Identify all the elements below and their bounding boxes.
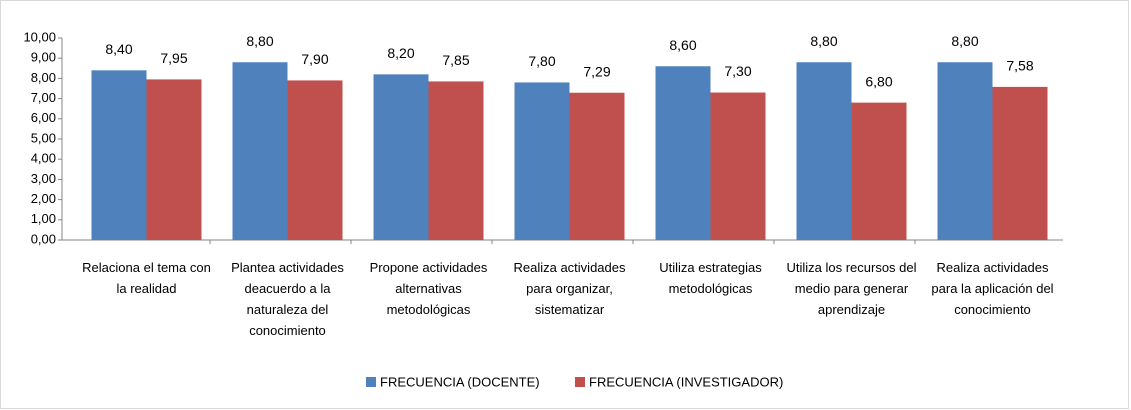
x-tick-label: Relaciona el tema con la realidad	[82, 260, 211, 296]
legend-label: FRECUENCIA (DOCENTE)	[380, 374, 540, 389]
y-tick-label: 4,00	[31, 151, 56, 166]
data-label: 7,90	[301, 51, 328, 67]
y-tick-label: 8,00	[31, 70, 56, 85]
x-tick-label: Realiza actividades para organizar, sist…	[513, 260, 626, 317]
data-label: 8,80	[246, 33, 273, 49]
x-tick-label: Utiliza los recursos del medio para gene…	[786, 260, 917, 317]
bar	[710, 92, 766, 240]
y-tick-label: 9,00	[31, 50, 56, 65]
bar	[91, 70, 147, 240]
bar	[992, 86, 1048, 240]
data-label: 8,40	[105, 41, 132, 57]
data-label: 7,95	[160, 50, 187, 66]
legend-swatch	[366, 377, 376, 387]
bar	[655, 66, 711, 240]
legend-label: FRECUENCIA (INVESTIGADOR)	[589, 374, 783, 389]
data-label: 6,80	[865, 73, 892, 89]
y-tick-label: 1,00	[31, 211, 56, 226]
data-label: 8,60	[669, 37, 696, 53]
y-tick-label: 5,00	[31, 130, 56, 145]
bar	[146, 79, 202, 240]
data-label: 8,80	[810, 33, 837, 49]
x-tick-label: Propone actividades alternativas metodol…	[369, 260, 488, 317]
y-tick-label: 3,00	[31, 171, 56, 186]
data-label: 8,80	[951, 33, 978, 49]
bar	[569, 92, 625, 240]
x-tick-label: Realiza actividades para la aplicación d…	[931, 260, 1054, 317]
y-tick-label: 0,00	[31, 231, 56, 246]
data-label: 7,58	[1006, 58, 1033, 74]
bar	[373, 74, 429, 240]
data-label: 7,85	[442, 52, 469, 68]
y-tick-label: 10,00	[23, 29, 56, 44]
bar	[937, 62, 993, 240]
y-tick-label: 6,00	[31, 110, 56, 125]
data-label: 7,80	[528, 53, 555, 69]
data-label: 7,30	[724, 63, 751, 79]
bar	[851, 102, 907, 240]
y-tick-label: 7,00	[31, 90, 56, 105]
legend-swatch	[575, 377, 585, 387]
bar	[428, 81, 484, 241]
bar	[514, 82, 570, 240]
x-tick-label: Plantea actividades deacuerdo a la natur…	[231, 260, 344, 338]
bar	[287, 80, 343, 240]
bar	[796, 62, 852, 240]
y-tick-label: 2,00	[31, 191, 56, 206]
data-label: 8,20	[387, 45, 414, 61]
x-tick-label: Utiliza estrategias metodológicas	[659, 260, 762, 296]
data-label: 7,29	[583, 63, 610, 79]
bar	[232, 62, 288, 240]
